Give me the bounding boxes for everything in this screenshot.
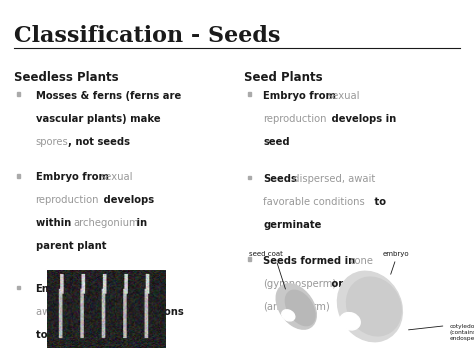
Text: does not need to: does not need to bbox=[68, 284, 155, 294]
Bar bbox=[17, 286, 20, 289]
Text: Embryo from: Embryo from bbox=[36, 172, 112, 182]
Text: , not seeds: , not seeds bbox=[68, 137, 130, 147]
Ellipse shape bbox=[346, 277, 401, 336]
Text: to develop: to develop bbox=[36, 330, 95, 340]
Text: Embryo from: Embryo from bbox=[263, 91, 339, 100]
Text: Seed Plants: Seed Plants bbox=[244, 71, 323, 84]
Text: favorable conditions: favorable conditions bbox=[68, 307, 184, 317]
Bar bbox=[248, 92, 251, 96]
Text: seed: seed bbox=[263, 137, 290, 147]
Text: sexual: sexual bbox=[100, 172, 133, 182]
Text: seed coat: seed coat bbox=[249, 251, 283, 257]
Text: parent plant: parent plant bbox=[36, 241, 106, 251]
Text: cone: cone bbox=[349, 256, 374, 266]
Text: (gymnosperm): (gymnosperm) bbox=[263, 279, 337, 289]
Text: await: await bbox=[36, 307, 66, 317]
Text: or: or bbox=[328, 279, 346, 289]
Text: Seedless Plants: Seedless Plants bbox=[14, 71, 119, 84]
Bar bbox=[17, 174, 20, 178]
Text: Seeds formed in: Seeds formed in bbox=[263, 256, 359, 266]
Text: embryo: embryo bbox=[383, 251, 409, 257]
Ellipse shape bbox=[337, 271, 402, 342]
Text: reproduction: reproduction bbox=[263, 114, 327, 124]
Ellipse shape bbox=[285, 290, 315, 326]
Ellipse shape bbox=[276, 284, 316, 329]
Text: Embryo: Embryo bbox=[36, 284, 78, 294]
Text: cotyledon
(contains
endosperm): cotyledon (contains endosperm) bbox=[449, 324, 474, 340]
Text: Seeds: Seeds bbox=[263, 174, 297, 184]
Bar bbox=[248, 257, 251, 261]
Text: favorable conditions: favorable conditions bbox=[263, 197, 365, 207]
Ellipse shape bbox=[340, 312, 360, 330]
Ellipse shape bbox=[282, 310, 295, 321]
Text: dispersed, await: dispersed, await bbox=[290, 174, 375, 184]
Bar bbox=[17, 92, 20, 96]
Text: germinate: germinate bbox=[263, 220, 321, 230]
Text: Mosses & ferns (ferns are: Mosses & ferns (ferns are bbox=[36, 91, 181, 100]
Text: fruit: fruit bbox=[349, 279, 370, 289]
Text: archegonium: archegonium bbox=[73, 218, 139, 228]
Text: within: within bbox=[36, 218, 74, 228]
Bar bbox=[248, 176, 251, 179]
Text: sexual: sexual bbox=[328, 91, 360, 100]
Text: vascular plants) make: vascular plants) make bbox=[36, 114, 160, 124]
Text: develops: develops bbox=[100, 195, 155, 205]
Text: to: to bbox=[371, 197, 386, 207]
Text: (angiosperm): (angiosperm) bbox=[263, 302, 330, 312]
Text: in: in bbox=[133, 218, 147, 228]
Text: develops in: develops in bbox=[328, 114, 396, 124]
Text: reproduction: reproduction bbox=[36, 195, 99, 205]
Text: Classification - Seeds: Classification - Seeds bbox=[14, 25, 281, 47]
Text: spores: spores bbox=[36, 137, 68, 147]
